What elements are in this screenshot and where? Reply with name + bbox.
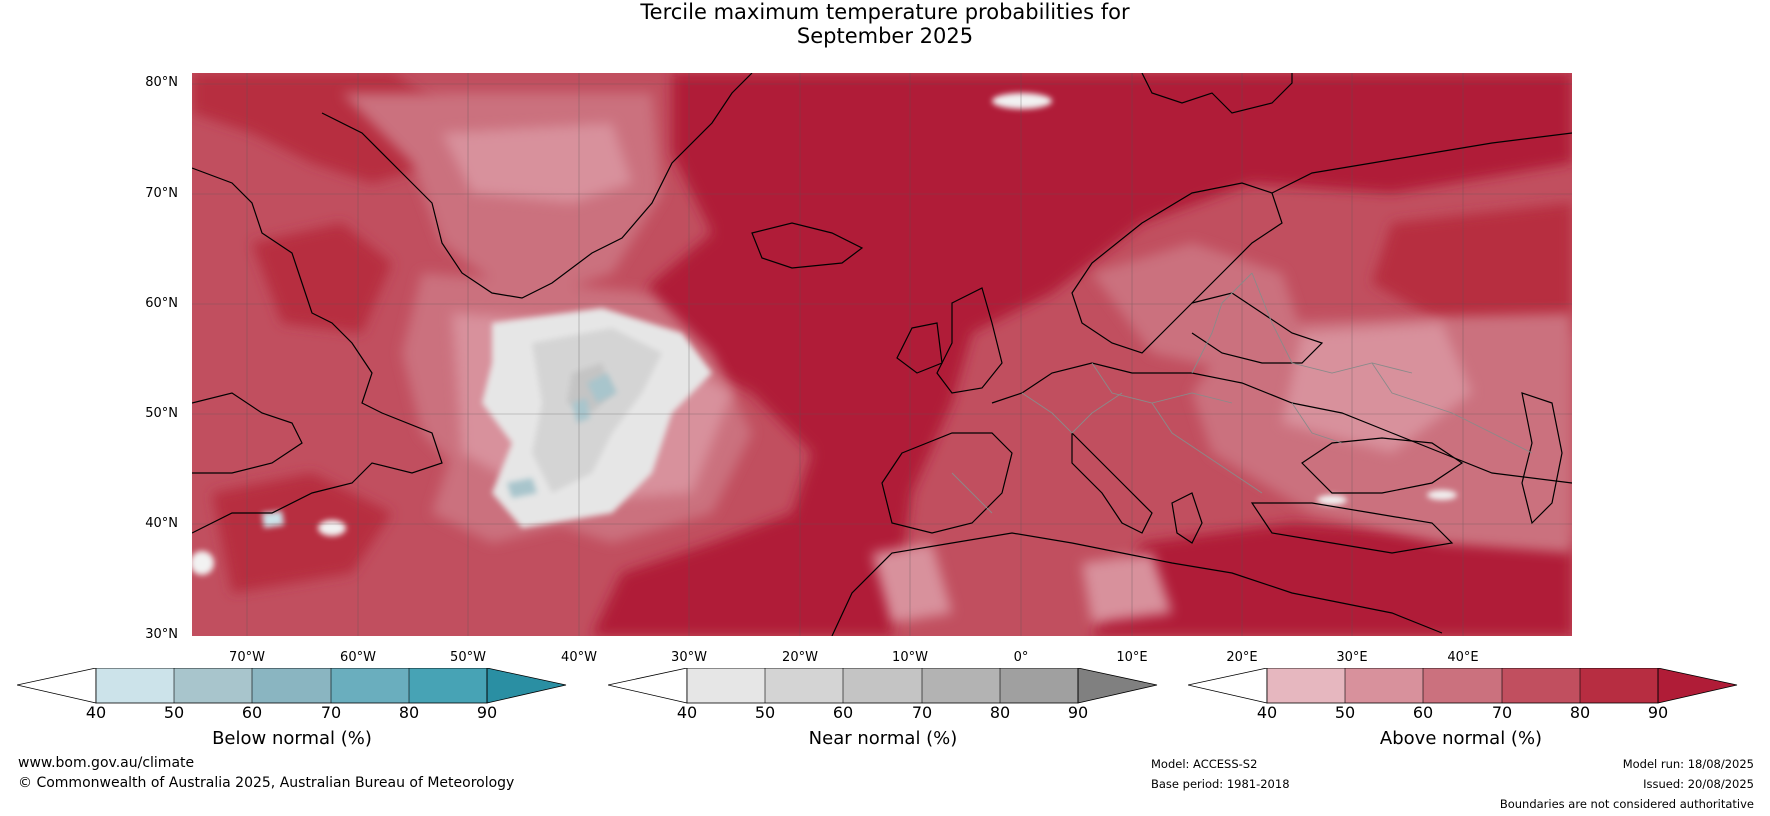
colorbar-segment xyxy=(1423,668,1502,703)
colorbar-label-near: Near normal (%) xyxy=(808,728,958,749)
lon-label: 60°W xyxy=(340,650,376,665)
lon-label: 0° xyxy=(1013,650,1029,665)
footer-copyright: © Commonwealth of Australia 2025, Austra… xyxy=(18,775,515,791)
lat-label: 60°N xyxy=(145,296,178,311)
colorbar-extend-high xyxy=(1657,668,1738,704)
title-line-2: September 2025 xyxy=(796,24,974,48)
colorbar-tick: 40 xyxy=(85,703,107,722)
borders xyxy=(951,272,1533,514)
colorbar-tick: 90 xyxy=(1647,703,1669,722)
colorbar-tick: 70 xyxy=(1491,703,1513,722)
colorbar-segment xyxy=(409,668,487,703)
map-svg xyxy=(192,73,1572,636)
footer-disclaimer: Boundaries are not considered authoritat… xyxy=(1499,797,1754,811)
colorbar-tick: 50 xyxy=(163,703,185,722)
colorbar-segment xyxy=(1267,668,1345,703)
colorbar-extend-high xyxy=(1077,668,1158,704)
colorbar-segment xyxy=(1345,668,1423,703)
lon-label: 40°E xyxy=(1447,650,1479,665)
colorbar-segment xyxy=(1502,668,1580,703)
colorbar-label-below: Below normal (%) xyxy=(212,728,372,749)
colorbar-tick: 70 xyxy=(320,703,342,722)
lon-label: 30°E xyxy=(1336,650,1368,665)
lat-label: 50°N xyxy=(145,406,178,421)
colorbar-extend-low xyxy=(17,668,97,704)
colorbar-segment xyxy=(96,668,174,703)
colorbar-above-normal xyxy=(1188,668,1738,704)
colorbar-near-normal xyxy=(608,668,1158,704)
colorbar-segment xyxy=(331,668,409,703)
footer-issued: Issued: 20/08/2025 xyxy=(1643,777,1754,791)
colorbar-segment xyxy=(843,668,922,703)
colorbar-segment xyxy=(765,668,843,703)
probability-map xyxy=(192,73,1572,636)
colorbar-tick: 40 xyxy=(676,703,698,722)
graticule xyxy=(192,73,1572,636)
colorbar-tick: 40 xyxy=(1256,703,1278,722)
footer-model: Model: ACCESS-S2 xyxy=(1151,757,1258,771)
colorbar-tick: 80 xyxy=(398,703,420,722)
colorbar-tick: 50 xyxy=(1334,703,1356,722)
colorbar-segment xyxy=(174,668,252,703)
colorbar-segment xyxy=(252,668,331,703)
lon-label: 20°W xyxy=(782,650,818,665)
lat-label: 70°N xyxy=(145,186,178,201)
colorbar-tick: 60 xyxy=(1412,703,1434,722)
low-signal-zones xyxy=(192,93,1457,575)
colorbar-tick: 60 xyxy=(241,703,263,722)
colorbar-extend-low xyxy=(1188,668,1268,704)
colorbar-segment xyxy=(687,668,765,703)
colorbar-tick: 80 xyxy=(1569,703,1591,722)
lat-label: 30°N xyxy=(145,627,178,642)
footer-model-run: Model run: 18/08/2025 xyxy=(1622,757,1754,771)
lon-label: 70°W xyxy=(229,650,265,665)
colorbar-tick: 50 xyxy=(754,703,776,722)
coastlines xyxy=(192,73,1572,636)
lon-label: 30°W xyxy=(671,650,707,665)
map-title: Tercile maximum temperature probabilitie… xyxy=(0,0,1770,48)
colorbar-below-normal xyxy=(17,668,567,704)
lon-label: 50°W xyxy=(450,650,486,665)
lat-label: 80°N xyxy=(145,75,178,90)
lat-label: 40°N xyxy=(145,516,178,531)
colorbar-tick: 90 xyxy=(476,703,498,722)
colorbar-tick: 80 xyxy=(989,703,1011,722)
footer-base-period: Base period: 1981-2018 xyxy=(1151,777,1290,791)
colorbar-segment xyxy=(922,668,1000,703)
lon-label: 10°W xyxy=(892,650,928,665)
lon-label: 20°E xyxy=(1226,650,1258,665)
title-line-1: Tercile maximum temperature probabilitie… xyxy=(640,0,1130,24)
footer-website: www.bom.gov.au/climate xyxy=(18,755,195,771)
lon-label: 40°W xyxy=(561,650,597,665)
colorbar-tick: 60 xyxy=(832,703,854,722)
colorbar-segment xyxy=(1580,668,1658,703)
colorbar-segment xyxy=(1000,668,1078,703)
colorbar-label-above: Above normal (%) xyxy=(1379,728,1543,749)
colorbar-tick: 70 xyxy=(911,703,933,722)
lon-label: 10°E xyxy=(1116,650,1148,665)
colorbar-tick: 90 xyxy=(1067,703,1089,722)
colorbar-extend-low xyxy=(608,668,688,704)
colorbar-extend-high xyxy=(486,668,567,704)
